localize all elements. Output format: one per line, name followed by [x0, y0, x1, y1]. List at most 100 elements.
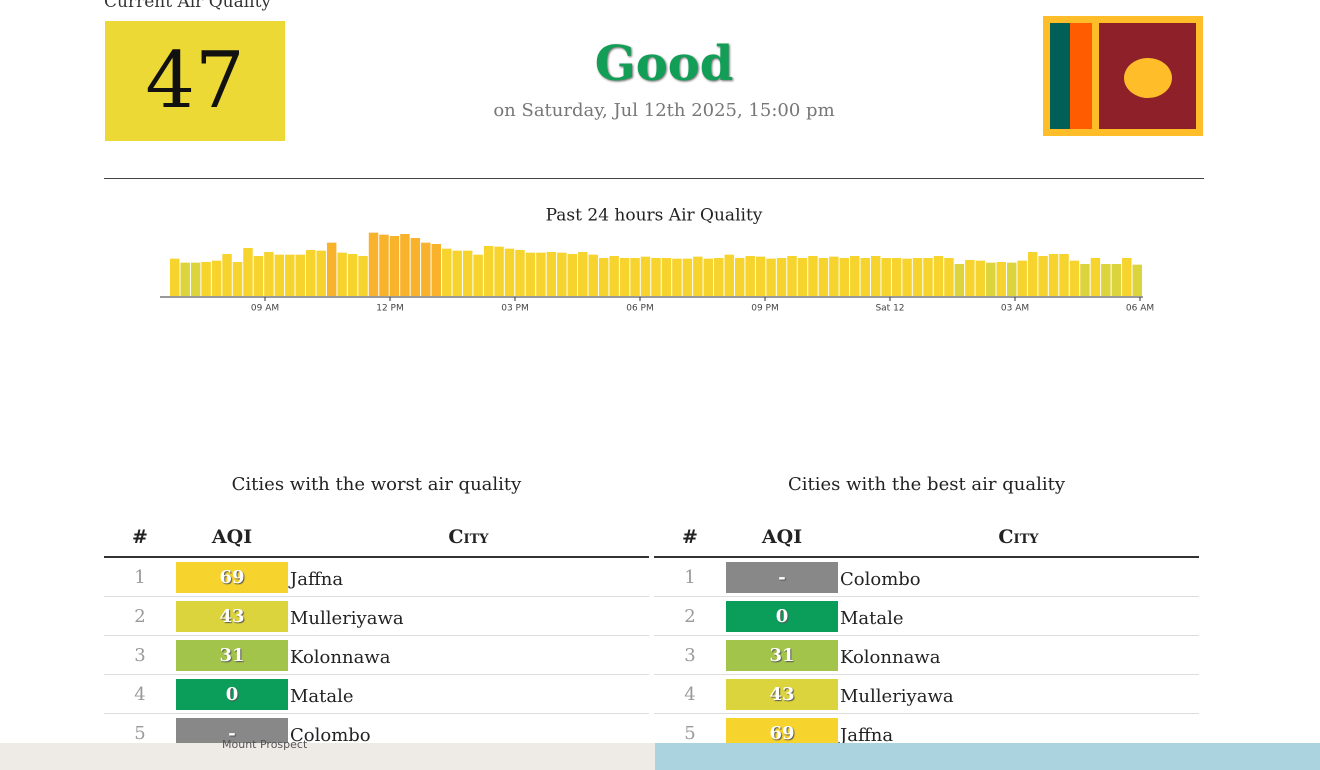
history-chart: Past 24 hours Air Quality 09 AM 12 PM 03 P…: [160, 206, 1154, 314]
bar: [881, 258, 891, 296]
aqi-badge: 43: [726, 678, 838, 710]
bar: [870, 256, 881, 296]
column-header: City: [288, 518, 649, 558]
flag: [1043, 16, 1203, 136]
aqi-badge: -: [726, 561, 838, 593]
bar: [714, 258, 724, 296]
aqi-badge: 0: [726, 600, 838, 632]
bar: [1122, 258, 1132, 296]
table-title: Cities with the worst air quality: [231, 474, 522, 495]
bar: [766, 258, 776, 296]
row: 3 31 Kolonnawa: [104, 635, 649, 675]
rank: 4: [654, 674, 726, 714]
bar: [232, 262, 243, 296]
rank: 4: [104, 674, 176, 714]
row: 2 43 Mulleriyawa: [104, 596, 649, 636]
map-label: Mount Prospect: [222, 738, 308, 751]
aqi-cell: 0: [726, 596, 838, 636]
bar: [797, 258, 808, 296]
bar: [494, 246, 504, 296]
bar: [734, 258, 745, 296]
aqi-badge: 31: [176, 639, 288, 671]
aqi-cell: 31: [726, 635, 838, 675]
bar: [933, 256, 944, 296]
bar: [567, 254, 578, 296]
bar: [1038, 256, 1048, 296]
bar: [975, 260, 986, 296]
current-label: Current Air Quality: [104, 0, 272, 12]
bar: [1090, 258, 1101, 296]
city: Matale: [288, 674, 649, 714]
bar: [274, 254, 285, 296]
rank: 2: [104, 596, 176, 636]
bar: [264, 252, 274, 296]
bar: [170, 258, 180, 296]
bar: [243, 248, 253, 296]
bar: [389, 236, 400, 296]
x-tick-label: 09 AM: [251, 304, 279, 314]
bar: [316, 250, 326, 296]
city: Jaffna: [288, 557, 649, 597]
bar: [473, 254, 483, 296]
aqi-cell: 31: [176, 635, 288, 675]
bar: [829, 256, 839, 296]
bar: [682, 258, 693, 296]
city: Mulleriyawa: [838, 674, 1199, 714]
bar: [745, 256, 755, 296]
bar: [776, 258, 787, 296]
bar: [965, 260, 975, 296]
aqi-cell: 69: [176, 557, 288, 597]
bar: [1080, 264, 1090, 296]
bar: [285, 254, 295, 296]
city: Kolonnawa: [838, 635, 1199, 675]
bar: [661, 258, 672, 296]
bar: [483, 246, 494, 296]
bar: [902, 258, 912, 296]
bar: [912, 258, 923, 296]
city: Mulleriyawa: [288, 596, 649, 636]
bar: [808, 256, 818, 296]
bar: [986, 262, 996, 296]
bar: [1059, 254, 1069, 296]
bar: [860, 258, 870, 296]
bar: [693, 256, 703, 296]
header-row: # AQI City: [104, 518, 649, 558]
column-header: City: [838, 518, 1199, 558]
bar: [504, 248, 515, 296]
bar: [525, 252, 536, 296]
bar: [442, 248, 452, 296]
map[interactable]: Mount Prospect: [0, 738, 1320, 770]
aqi-badge: 31: [726, 639, 838, 671]
bar: [923, 258, 933, 296]
row: 1 69 Jaffna: [104, 557, 649, 597]
city: Colombo: [838, 557, 1199, 597]
timestamp: on Saturday, Jul 12th 2025, 15:00 pm: [493, 100, 835, 121]
bar: [588, 254, 598, 296]
bar: [891, 258, 902, 296]
bar: [1017, 260, 1027, 296]
bar: [536, 252, 546, 296]
bar: [337, 252, 347, 296]
aqi-badge: 69: [176, 561, 288, 593]
bar: [640, 256, 651, 296]
table-title: Cities with the best air quality: [788, 474, 1065, 495]
rank: 3: [654, 635, 726, 675]
bar: [368, 232, 379, 296]
bar: [578, 252, 588, 296]
bar: [557, 252, 567, 296]
bar: [180, 262, 190, 296]
row: 3 31 Kolonnawa: [654, 635, 1199, 675]
bar: [379, 234, 389, 296]
bar: [850, 256, 860, 296]
bar: [400, 234, 410, 296]
bar: [944, 258, 954, 296]
bar: [358, 256, 368, 296]
column-header: AQI: [726, 518, 838, 558]
bar: [818, 258, 829, 296]
aqi-value: 47: [105, 21, 285, 141]
bar: [839, 258, 850, 296]
aqi-badge: 43: [176, 600, 288, 632]
column-header: AQI: [176, 518, 288, 558]
x-tick-label: 06 AM: [1126, 304, 1154, 314]
